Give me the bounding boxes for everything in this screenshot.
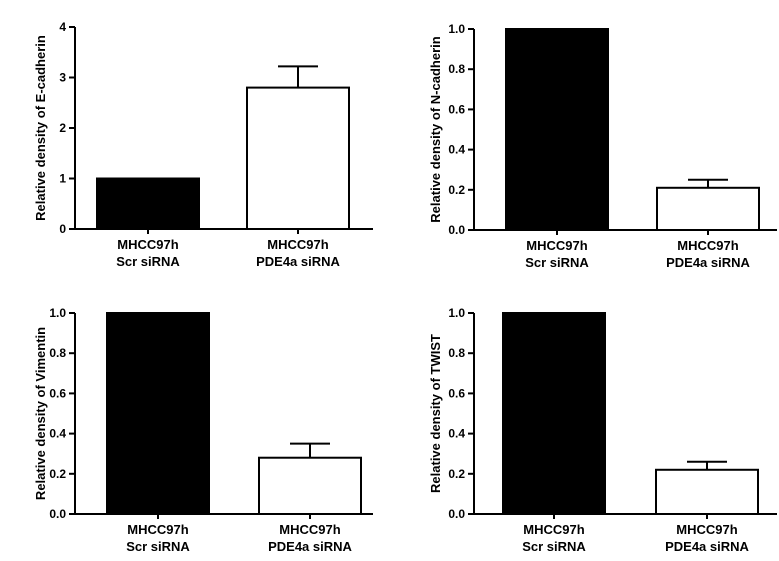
bar-pde4a-sirna (246, 86, 350, 230)
y-tick-label: 0.8 (49, 346, 66, 360)
y-tick-label: 0.8 (448, 346, 465, 360)
x-tick-label: MHCC97h (677, 238, 738, 253)
bar-pde4a-sirna (656, 186, 760, 231)
x-tick-label: MHCC97h (127, 522, 188, 537)
x-tick-label: MHCC97h (117, 237, 178, 252)
x-tick-label: Scr siRNA (525, 255, 589, 270)
x-tick-label: Scr siRNA (116, 254, 180, 269)
y-tick-label: 0.6 (49, 386, 66, 400)
y-axis-label: Relative density of TWIST (428, 334, 443, 493)
x-tick-label: MHCC97h (526, 238, 587, 253)
y-tick-label: 0.4 (49, 427, 66, 441)
x-tick-label: MHCC97h (676, 522, 737, 537)
y-axis-label: Relative density of Vimentin (33, 327, 48, 500)
y-tick-label: 4 (59, 20, 66, 34)
x-tick-label: PDE4a siRNA (268, 539, 352, 554)
y-tick-label: 1.0 (448, 306, 465, 320)
bar-pde4a-sirna (655, 468, 759, 515)
x-tick-label: MHCC97h (279, 522, 340, 537)
bar-scr-sirna (502, 312, 606, 515)
x-tick-label: Scr siRNA (522, 539, 586, 554)
y-tick-label: 1.0 (448, 22, 465, 36)
bar-scr-sirna (505, 28, 609, 231)
x-tick-label: PDE4a siRNA (666, 255, 750, 270)
chart-panel-1: Relative density of E-cadherin 0 1 2 3 4 MHCC9… (33, 20, 373, 269)
y-axis-label: Relative density of E-cadherin (33, 35, 48, 221)
y-tick-label: 2 (59, 121, 66, 135)
y-tick-label: 0.2 (49, 467, 66, 481)
x-tick-label: Scr siRNA (126, 539, 190, 554)
y-tick-label: 3 (59, 71, 66, 85)
x-tick-label: MHCC97h (523, 522, 584, 537)
y-tick-label: 0.0 (448, 223, 465, 237)
y-tick-label: 0.8 (448, 62, 465, 76)
y-tick-label: 0.0 (49, 507, 66, 521)
chart-panel-4: Relative density of TWIST 0.0 0.2 0.4 0.6 0.8… (428, 306, 777, 554)
x-tick-label: PDE4a siRNA (256, 254, 340, 269)
y-tick-label: 1.0 (49, 306, 66, 320)
bar-scr-sirna (106, 312, 210, 515)
y-axis-label: Relative density of N-cadherin (428, 36, 443, 222)
y-tick-label: 0.4 (448, 143, 465, 157)
y-tick-label: 0.6 (448, 386, 465, 400)
y-tick-label: 0.6 (448, 102, 465, 116)
y-tick-label: 0.4 (448, 427, 465, 441)
chart-panel-2: Relative density of N-cadherin 0.0 0.2 0.4 0… (428, 22, 777, 270)
bar-scr-sirna (96, 177, 200, 230)
bar-pde4a-sirna (258, 456, 362, 515)
x-tick-label: PDE4a siRNA (665, 539, 749, 554)
y-tick-label: 0.2 (448, 183, 465, 197)
y-tick-label: 0 (59, 222, 66, 236)
y-tick-label: 0.0 (448, 507, 465, 521)
x-tick-label: MHCC97h (267, 237, 328, 252)
y-tick-label: 0.2 (448, 467, 465, 481)
y-tick-label: 1 (59, 172, 66, 186)
